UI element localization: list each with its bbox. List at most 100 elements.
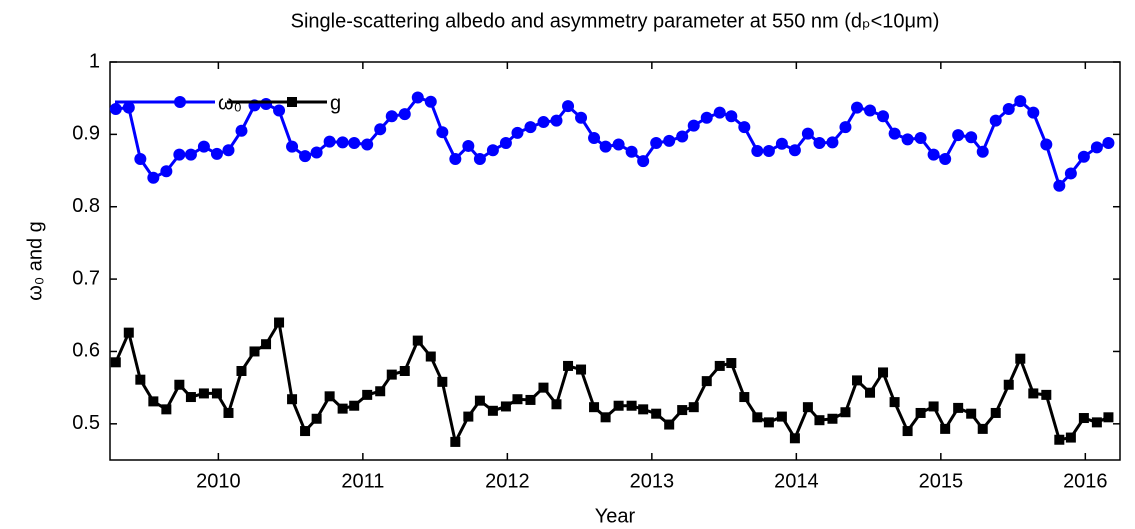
marker: [688, 402, 699, 413]
marker: [976, 145, 989, 158]
marker: [915, 407, 926, 418]
marker: [626, 400, 637, 411]
marker: [323, 135, 336, 148]
marker: [589, 402, 600, 413]
marker: [865, 387, 876, 398]
marker: [677, 405, 688, 416]
marker: [1028, 388, 1039, 399]
marker: [436, 126, 449, 139]
marker: [160, 165, 173, 178]
marker: [109, 103, 122, 116]
marker: [500, 401, 511, 412]
marker: [184, 148, 197, 161]
marker: [1078, 413, 1089, 424]
marker: [613, 400, 624, 411]
marker: [1003, 379, 1014, 390]
marker: [1041, 389, 1052, 400]
marker: [775, 137, 788, 150]
chart-title: Single-scattering albedo and asymmetry p…: [291, 10, 940, 32]
marker: [664, 419, 675, 430]
marker: [989, 114, 1002, 127]
marker: [210, 147, 223, 160]
x-tick-label: 2011: [341, 470, 384, 492]
marker: [638, 404, 649, 415]
marker: [147, 171, 160, 184]
marker: [952, 129, 965, 142]
marker: [198, 388, 209, 399]
marker: [425, 351, 436, 362]
marker: [977, 423, 988, 434]
marker: [1027, 106, 1040, 119]
marker: [864, 104, 877, 117]
marker: [651, 408, 662, 419]
marker: [852, 375, 863, 386]
marker: [260, 97, 273, 110]
marker: [700, 111, 713, 124]
y-tick-label: 0.6: [72, 340, 100, 362]
marker: [776, 411, 787, 422]
marker: [687, 119, 700, 132]
marker: [385, 110, 398, 123]
marker: [1103, 412, 1114, 423]
marker: [725, 110, 738, 123]
x-axis-label: Year: [595, 505, 636, 527]
x-tick-label: 2012: [485, 470, 530, 492]
marker: [123, 327, 134, 338]
marker: [663, 134, 676, 147]
marker: [161, 404, 172, 415]
marker: [1065, 432, 1076, 443]
y-tick-label: 0.5: [72, 412, 100, 434]
marker: [902, 426, 913, 437]
legend-label: g: [330, 92, 341, 114]
marker: [512, 394, 523, 405]
legend-marker: [287, 97, 297, 107]
marker: [625, 145, 638, 158]
x-tick-label: 2014: [774, 470, 819, 492]
marker: [223, 407, 234, 418]
marker: [349, 400, 360, 411]
marker: [324, 391, 335, 402]
marker: [336, 136, 349, 149]
marker: [1064, 167, 1077, 180]
marker: [752, 412, 763, 423]
marker: [1002, 103, 1015, 116]
series-line: [115, 95, 1109, 189]
marker: [1077, 150, 1090, 163]
marker: [901, 133, 914, 146]
marker: [637, 155, 650, 168]
marker: [563, 360, 574, 371]
marker: [538, 382, 549, 393]
marker: [801, 127, 814, 140]
marker: [236, 365, 247, 376]
marker: [965, 131, 978, 144]
marker: [599, 140, 612, 153]
marker: [361, 138, 374, 151]
marker: [437, 376, 448, 387]
marker: [676, 130, 689, 143]
marker: [914, 131, 927, 144]
y-tick-label: 0.9: [72, 123, 100, 145]
marker: [222, 144, 235, 157]
marker: [148, 396, 159, 407]
marker: [374, 123, 387, 136]
marker: [851, 101, 864, 114]
marker: [424, 95, 437, 108]
marker: [185, 392, 196, 403]
marker: [953, 402, 964, 413]
marker: [348, 137, 361, 150]
y-tick-label: 0.8: [72, 195, 100, 217]
marker: [562, 100, 575, 113]
marker: [928, 401, 939, 412]
marker: [751, 145, 764, 158]
marker: [826, 136, 839, 149]
marker: [763, 417, 774, 428]
marker: [813, 137, 826, 150]
marker: [714, 360, 725, 371]
marker: [927, 148, 940, 161]
marker: [174, 379, 185, 390]
marker: [398, 108, 411, 121]
marker: [762, 145, 775, 158]
marker: [939, 152, 952, 165]
marker: [249, 346, 260, 357]
marker: [337, 403, 348, 414]
